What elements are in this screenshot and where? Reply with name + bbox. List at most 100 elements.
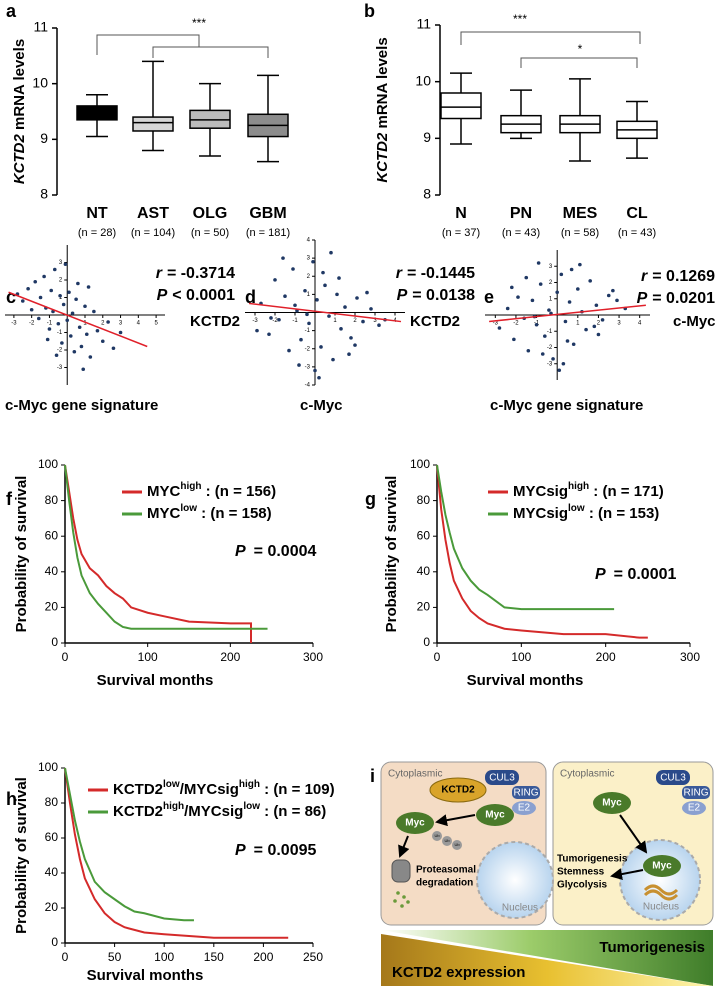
legend-label-superscript: high	[568, 481, 589, 492]
x-axis-label: Survival months	[87, 967, 204, 984]
point	[54, 353, 59, 358]
arrow	[435, 814, 476, 827]
compartment-label: Cytoplasmic	[388, 769, 442, 780]
statistic-symbol: P	[157, 287, 168, 304]
point	[291, 267, 295, 271]
statistic-symbol: P	[637, 290, 648, 307]
statistic: r = -0.1445	[396, 265, 475, 282]
point	[565, 339, 570, 343]
x-axis-label: KCTD2	[410, 313, 460, 330]
x-tick-label: 4	[638, 321, 642, 327]
point	[63, 262, 68, 267]
x-tick-label: 0	[62, 650, 69, 664]
protein-label: Myc	[405, 818, 425, 829]
arrow	[398, 835, 410, 858]
survival-curve	[64, 767, 289, 939]
point	[106, 320, 110, 324]
panel-letter: b	[364, 1, 375, 21]
ubiquitin	[452, 840, 462, 850]
y-axis-label: Probability of survival	[13, 777, 30, 934]
y-axis-label: c-Myc gene signature	[490, 397, 643, 414]
legend-label-superscript: high	[180, 481, 201, 492]
outcome-label: degradation	[416, 878, 473, 889]
y-tick-label: 1	[59, 295, 63, 301]
x-tick-label: N	[455, 205, 467, 222]
p-value: P = 0.0004	[235, 543, 317, 560]
point	[530, 298, 535, 303]
y-tick-label: -2	[57, 348, 63, 354]
trendline	[8, 291, 148, 348]
ligase-label: E2	[518, 803, 531, 814]
y-axis-label-gene: KCTD2	[11, 134, 28, 185]
statistic-symbol: r	[641, 268, 648, 285]
x-tick-label: -1	[47, 321, 53, 327]
x-tick-label: -3	[252, 318, 258, 324]
point	[497, 326, 502, 330]
x-tick-label: 0	[434, 650, 441, 664]
legend-label-part: KCTD2	[113, 781, 163, 798]
point	[569, 267, 574, 272]
point	[47, 327, 52, 331]
point	[343, 305, 347, 309]
statistic-symbol: r	[156, 265, 163, 282]
outcome-label: Tumorigenesis	[557, 854, 628, 865]
point	[557, 368, 562, 373]
y-tick-label: 0	[51, 935, 58, 949]
legend-label-part: : (n = 158)	[197, 505, 272, 522]
x-tick-label: 2	[101, 321, 105, 327]
y-tick-label: 2	[549, 280, 553, 286]
point	[534, 322, 539, 327]
point	[317, 375, 321, 380]
x-tick-label: 150	[204, 950, 224, 964]
point	[313, 368, 317, 373]
x-tick-label: GBM	[249, 205, 286, 222]
panel-letter: i	[370, 766, 375, 786]
y-tick-label: 80	[45, 493, 59, 507]
legend-label-part: MYC	[147, 483, 181, 500]
point	[315, 298, 319, 302]
point	[536, 261, 541, 265]
p-value-symbol: P	[235, 543, 246, 560]
group-size: (n = 43)	[618, 227, 656, 239]
point	[74, 297, 78, 302]
ligase-label: RING	[684, 788, 709, 799]
point	[33, 279, 38, 284]
legend-label: MYCsiglow : (n = 153)	[513, 503, 659, 522]
y-axis-label: c-Myc gene signature	[5, 397, 158, 414]
legend-label-part: : (n = 156)	[201, 483, 276, 500]
panel-letter: c	[6, 287, 16, 307]
point	[563, 319, 568, 324]
statistic-value: = 0.0138	[412, 287, 475, 304]
survival-curve	[64, 464, 252, 643]
y-tick-label: 40	[417, 564, 431, 578]
point	[337, 276, 341, 280]
x-tick-label: CL	[626, 205, 648, 222]
ligase-label: E2	[688, 803, 701, 814]
y-tick-label: 100	[38, 457, 58, 471]
x-tick-label: NT	[86, 205, 108, 222]
point	[281, 256, 285, 260]
point	[79, 344, 84, 349]
x-tick-label: -2	[513, 321, 519, 327]
p-value: P = 0.0001	[595, 566, 677, 583]
point	[76, 281, 80, 286]
y-axis-label: KCTD2 mRNA levels	[374, 37, 391, 182]
box	[132, 116, 174, 132]
survival-curve	[436, 464, 615, 611]
point	[353, 343, 357, 347]
arrow	[610, 868, 644, 880]
y-tick-label: 60	[417, 528, 431, 542]
statistic-value: = -0.1445	[407, 265, 475, 282]
y-tick-label: -1	[547, 329, 553, 335]
y-tick-label: 100	[38, 760, 58, 774]
point	[70, 311, 75, 316]
point	[83, 304, 87, 309]
ubiquitin-label: Ub	[454, 842, 460, 847]
x-tick-label: 1	[83, 321, 87, 327]
y-tick-label: -4	[305, 383, 311, 389]
point	[555, 290, 559, 295]
point	[26, 286, 30, 291]
group-size: (n = 43)	[502, 227, 540, 239]
x-tick-label: 2	[597, 321, 601, 327]
group-size: (n = 58)	[561, 227, 599, 239]
